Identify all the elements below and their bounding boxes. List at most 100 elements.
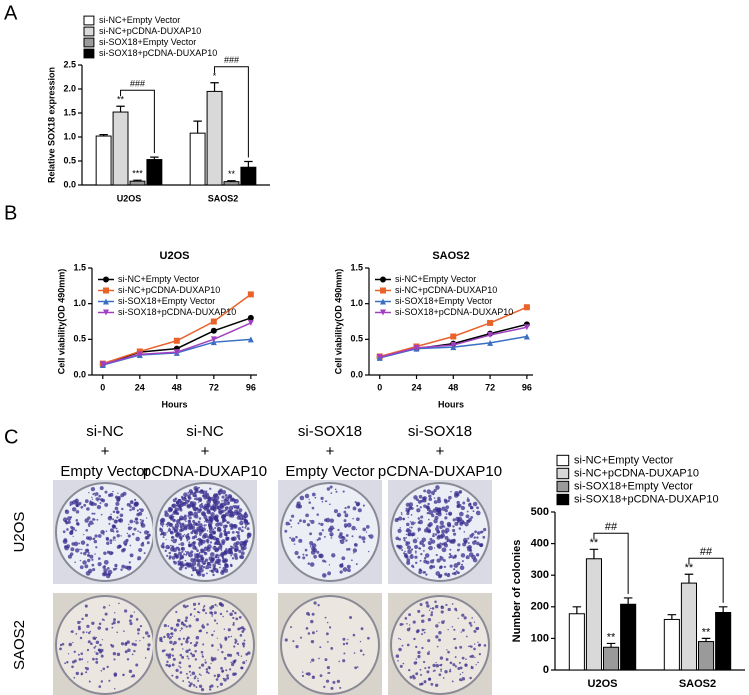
legend-label: si-SOX18+pCDNA-DUXAP10 xyxy=(395,307,513,317)
colony xyxy=(171,635,174,638)
colony xyxy=(465,635,468,638)
colony xyxy=(417,527,422,532)
colony xyxy=(213,619,217,622)
colony xyxy=(466,519,469,523)
colony xyxy=(417,609,421,613)
colony xyxy=(114,539,116,541)
colony xyxy=(216,622,219,625)
colony xyxy=(341,562,344,565)
colony xyxy=(214,495,220,501)
colony xyxy=(236,534,241,538)
colony xyxy=(128,619,132,623)
colony xyxy=(208,667,211,670)
colony xyxy=(212,536,217,541)
colony xyxy=(209,559,214,564)
colony xyxy=(435,527,439,531)
colony xyxy=(423,556,427,560)
colony xyxy=(464,663,467,666)
colony xyxy=(220,549,223,551)
error-bar xyxy=(572,606,582,614)
colony xyxy=(324,560,327,563)
colony xyxy=(190,573,193,576)
colony xyxy=(113,612,116,614)
colony xyxy=(216,529,220,532)
colony xyxy=(197,497,202,502)
legend-swatch xyxy=(556,480,570,493)
colony xyxy=(227,501,230,504)
colony xyxy=(199,629,203,633)
colony xyxy=(99,486,104,491)
colony xyxy=(420,499,424,503)
colony xyxy=(417,654,421,659)
colony xyxy=(231,507,234,510)
colony xyxy=(88,501,94,506)
y-axis-label: Cell viability(OD 490mm) xyxy=(333,269,343,375)
colony xyxy=(200,554,204,558)
bar xyxy=(620,603,637,671)
colony xyxy=(421,646,424,650)
colony xyxy=(347,547,351,551)
colony xyxy=(129,553,134,558)
colony xyxy=(107,516,113,521)
colony xyxy=(131,532,135,536)
colony xyxy=(186,676,190,679)
marker xyxy=(247,314,254,321)
colony xyxy=(431,607,435,610)
colony xyxy=(477,554,479,557)
colony xyxy=(146,541,150,545)
colony xyxy=(407,516,409,519)
colony xyxy=(230,661,232,664)
colony xyxy=(316,630,318,632)
colony xyxy=(210,569,214,572)
colony xyxy=(214,526,217,530)
colony xyxy=(82,560,87,565)
colony xyxy=(352,517,354,520)
colony xyxy=(229,513,232,516)
colony xyxy=(427,540,432,545)
colony xyxy=(129,622,133,626)
colony xyxy=(180,527,185,532)
colony xyxy=(458,527,462,530)
colony xyxy=(187,514,190,518)
colony xyxy=(196,549,199,553)
marker xyxy=(247,291,254,298)
colony xyxy=(228,551,232,555)
colony xyxy=(333,509,338,514)
colony xyxy=(131,674,136,678)
colony xyxy=(234,509,238,514)
colony xyxy=(198,684,203,688)
colony xyxy=(311,506,315,510)
colony xyxy=(219,644,223,647)
colony xyxy=(187,494,191,498)
colony xyxy=(399,527,401,529)
colony xyxy=(423,549,425,552)
colony xyxy=(87,661,89,663)
colony xyxy=(470,654,475,658)
colony xyxy=(420,515,424,519)
colony xyxy=(199,489,205,495)
colony xyxy=(478,644,481,647)
colony xyxy=(188,552,194,558)
colony xyxy=(324,616,327,619)
colony xyxy=(234,524,236,526)
colony xyxy=(342,659,346,663)
colony xyxy=(175,546,178,549)
colony xyxy=(441,529,446,534)
colony xyxy=(123,630,125,633)
colony xyxy=(406,627,411,632)
colony xyxy=(179,508,183,512)
colony xyxy=(351,535,354,538)
colony xyxy=(330,534,333,537)
colony xyxy=(174,526,176,528)
colony xyxy=(425,573,428,576)
colony xyxy=(113,658,116,661)
legend-swatch xyxy=(556,454,570,467)
colony xyxy=(443,565,447,569)
colony xyxy=(453,568,456,571)
colony xyxy=(440,670,442,673)
colony xyxy=(193,559,196,561)
bar xyxy=(663,618,680,671)
colony xyxy=(95,546,98,549)
colony xyxy=(482,535,486,539)
colony xyxy=(114,506,119,511)
